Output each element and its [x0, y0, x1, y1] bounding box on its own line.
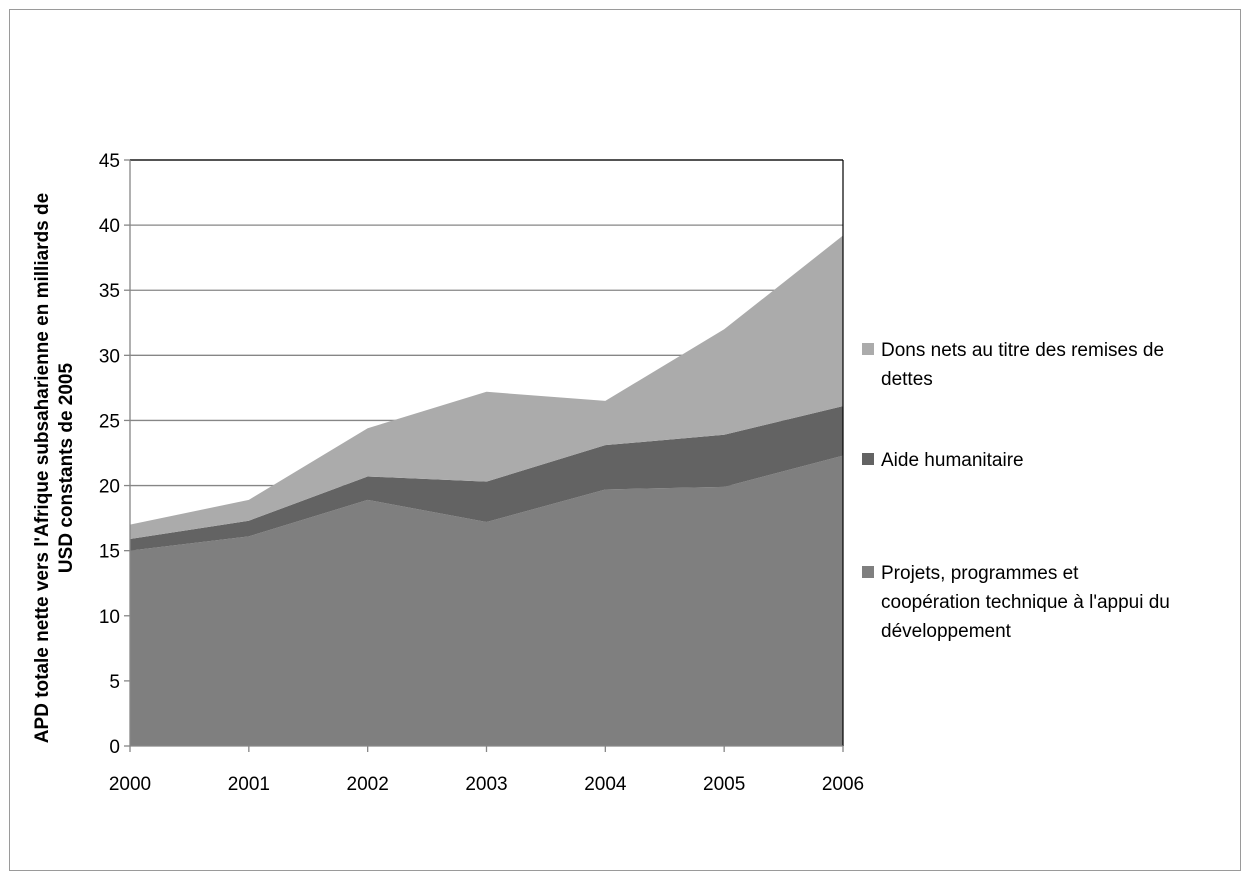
y-tick-label: 25 — [99, 411, 120, 432]
legend-label: coopération technique à l'appui du — [881, 592, 1170, 613]
y-tick-label: 5 — [109, 672, 120, 693]
legend-swatch — [862, 343, 874, 355]
y-tick-label: 20 — [99, 477, 120, 498]
x-tick-label: 2004 — [584, 774, 627, 795]
legend-label: développement — [881, 621, 1012, 642]
area-series-3 — [130, 235, 843, 539]
legend-label: Dons nets au titre des remises de — [881, 340, 1164, 361]
x-tick-label: 2006 — [822, 774, 864, 795]
y-axis-label-line: USD constants de 2005 — [56, 363, 77, 574]
legend-swatch — [862, 566, 874, 578]
y-tick-label: 15 — [99, 542, 120, 563]
y-tick-label: 10 — [99, 607, 120, 628]
area-series-1 — [130, 455, 843, 746]
legend-label: Projets, programmes et — [881, 563, 1079, 584]
y-tick-label: 0 — [109, 737, 120, 758]
x-tick-label: 2005 — [703, 774, 745, 795]
x-tick-label: 2002 — [347, 774, 389, 795]
legend-label: dettes — [881, 369, 933, 390]
y-tick-label: 35 — [99, 281, 120, 302]
x-tick-label: 2000 — [109, 774, 151, 795]
y-axis-label-line: APD totale nette vers l'Afrique subsahar… — [32, 193, 53, 743]
y-tick-label: 40 — [99, 216, 120, 237]
y-tick-label: 45 — [99, 151, 120, 172]
x-tick-label: 2001 — [228, 774, 270, 795]
legend-swatch — [862, 453, 874, 465]
x-tick-label: 2003 — [465, 774, 507, 795]
y-tick-label: 30 — [99, 346, 120, 367]
legend-label: Aide humanitaire — [881, 450, 1024, 471]
area-series-2 — [130, 406, 843, 551]
